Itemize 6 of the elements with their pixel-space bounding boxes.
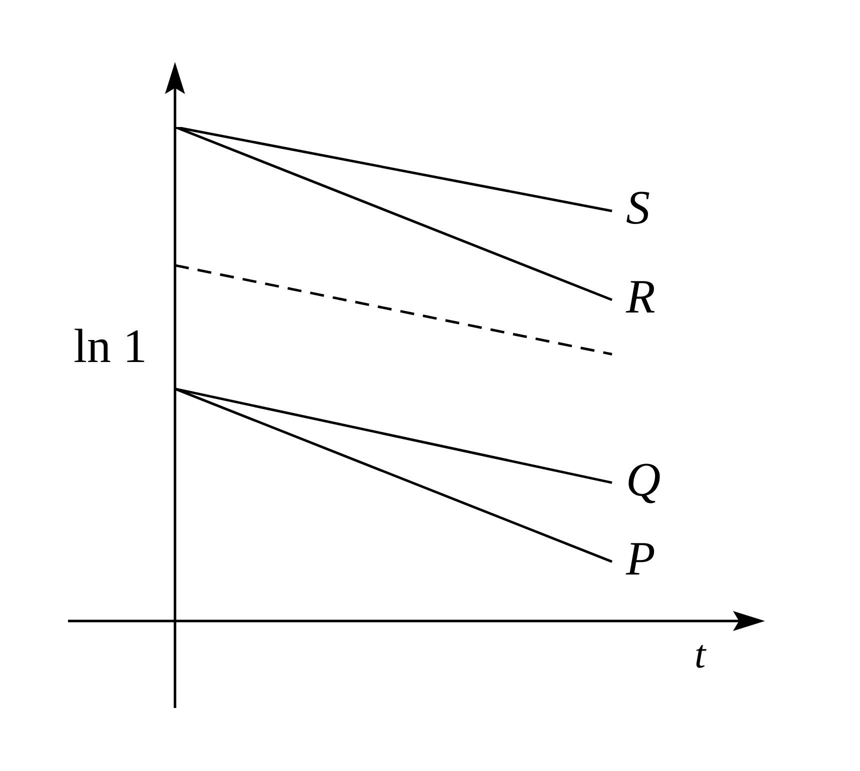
x-axis-title: t <box>694 632 706 677</box>
series-label: Q <box>626 453 661 506</box>
series-label: S <box>626 182 650 235</box>
series-label: P <box>625 532 656 586</box>
series-label: R <box>625 270 656 324</box>
y-axis-title: ln 1 <box>74 320 147 373</box>
